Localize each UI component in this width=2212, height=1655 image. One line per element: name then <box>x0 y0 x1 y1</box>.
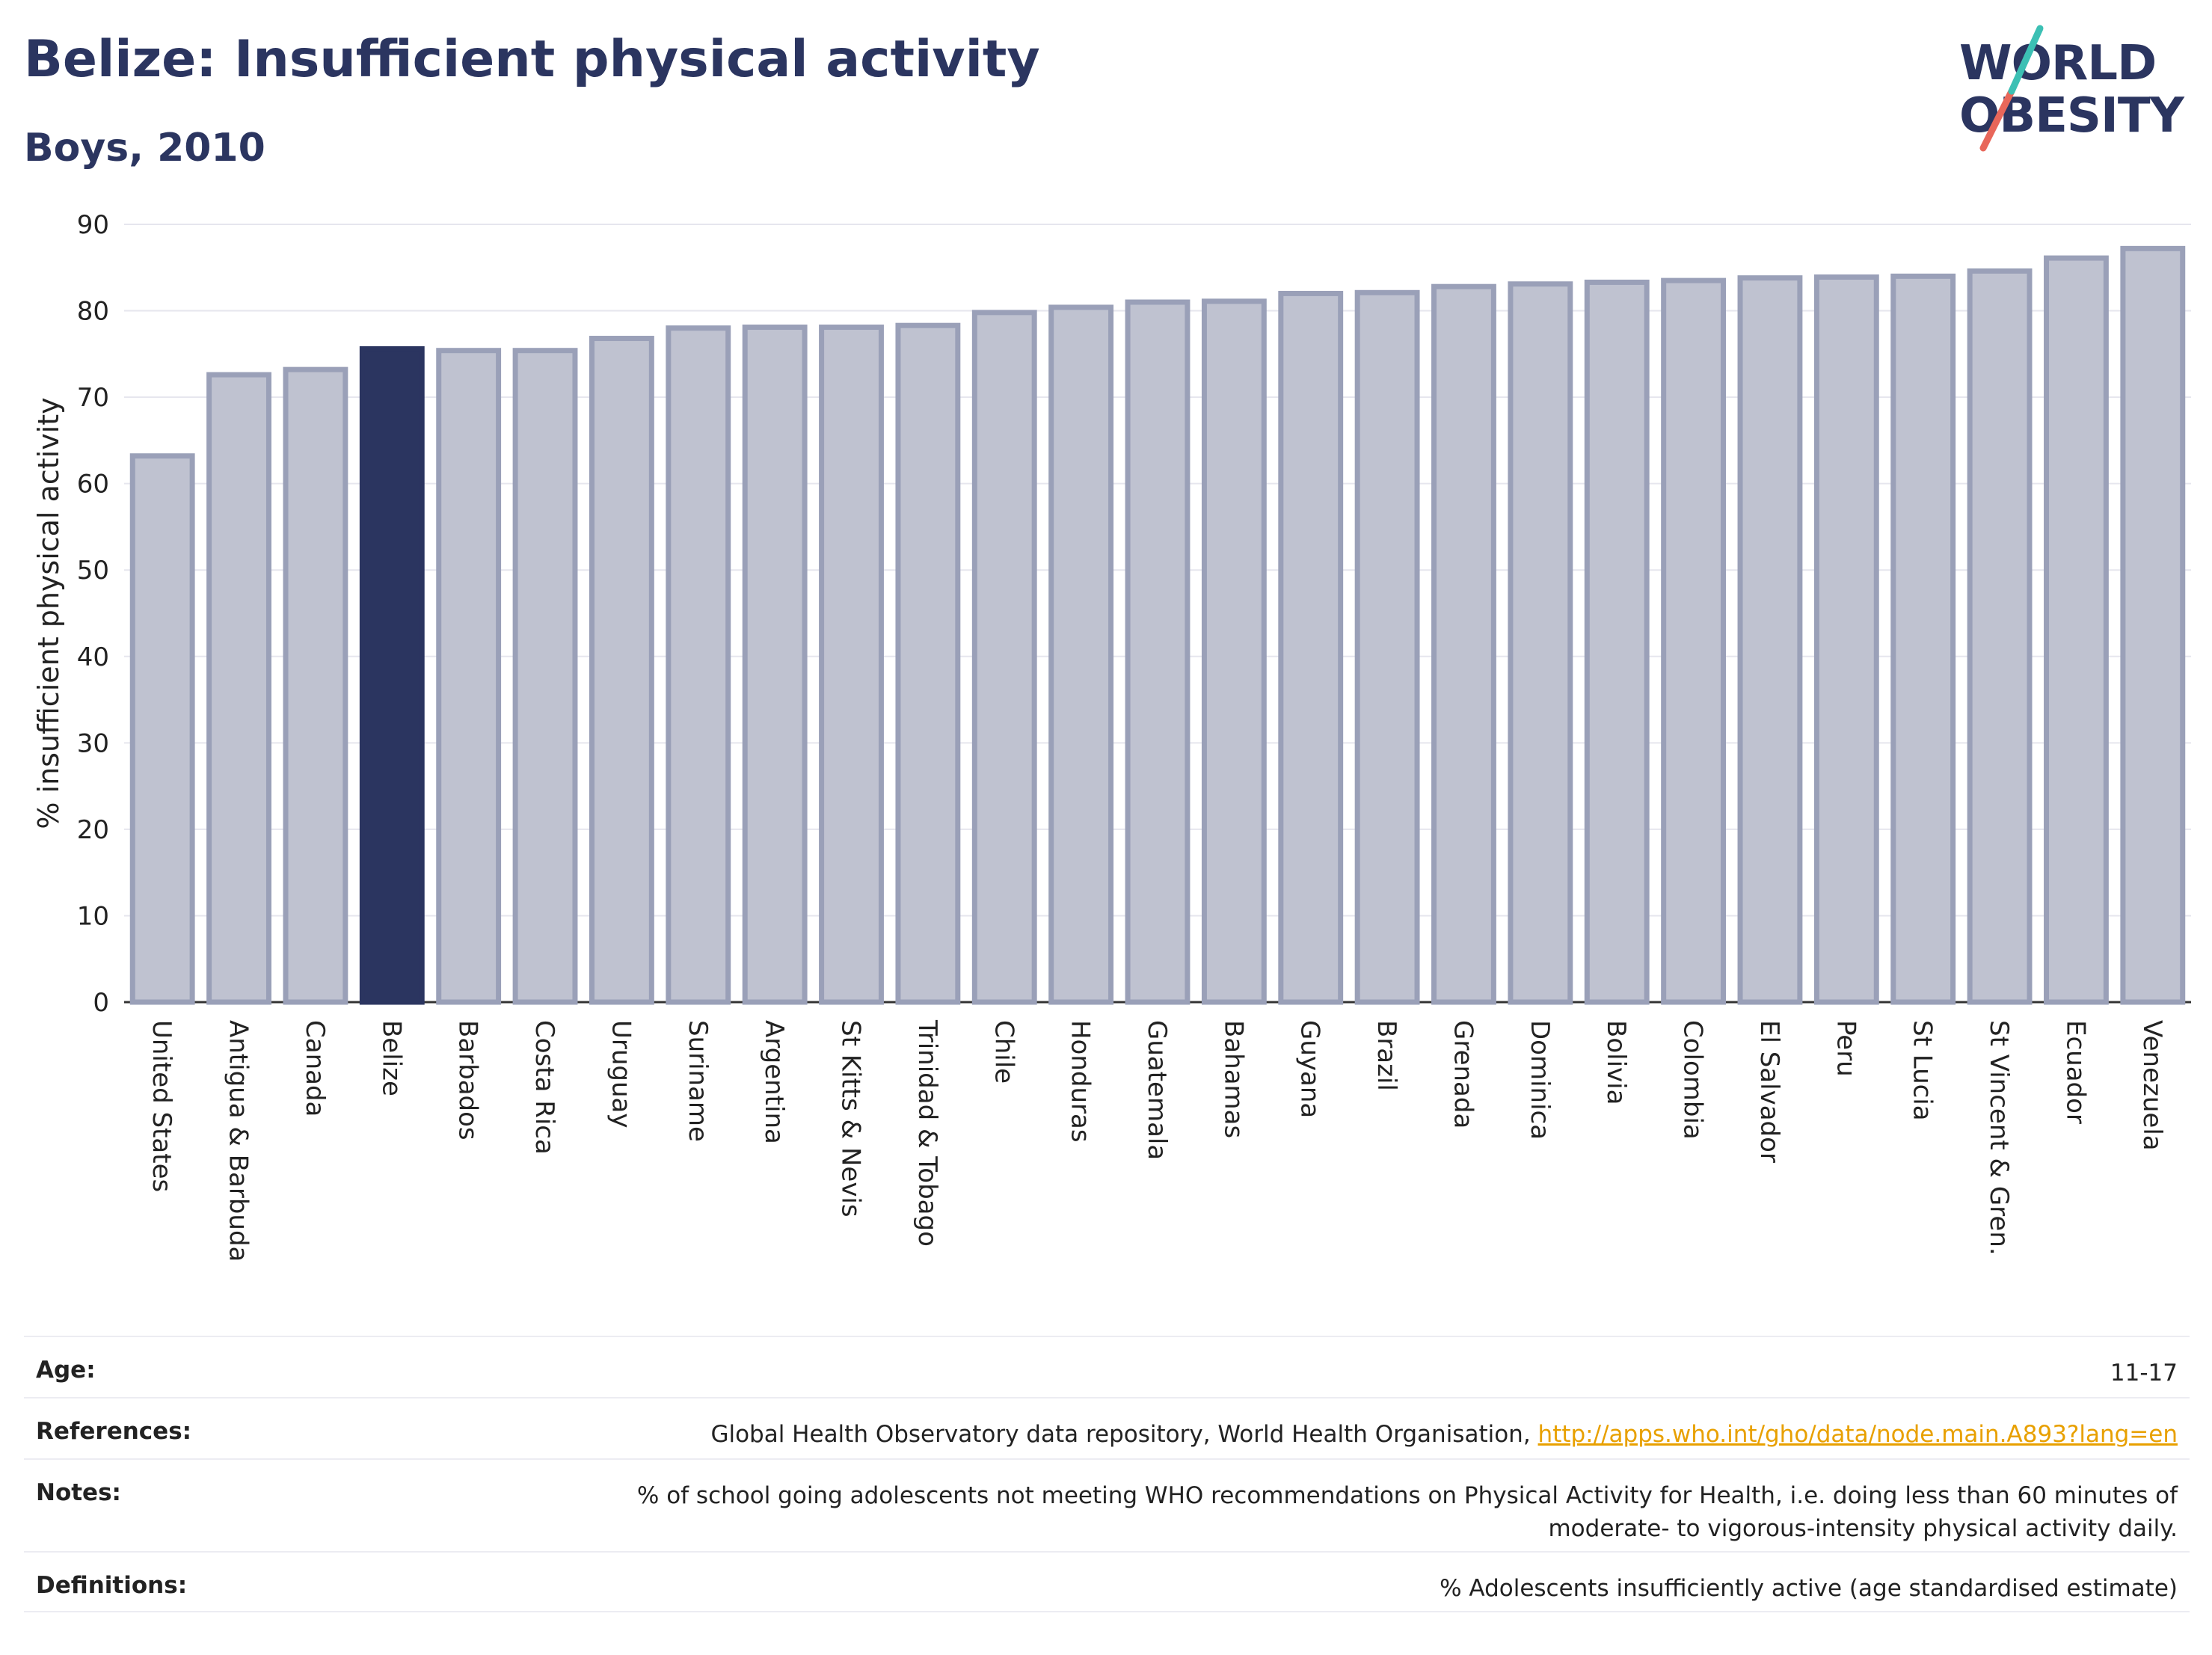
info-row-age: Age: 11-17 <box>24 1336 2190 1397</box>
definitions-label: Definitions: <box>36 1572 188 1599</box>
bar-belize <box>359 346 425 1005</box>
x-tick-label: Bahamas <box>1218 1020 1248 1138</box>
bar-guyana <box>1278 290 1344 1005</box>
age-label: Age: <box>36 1357 96 1384</box>
y-tick-label: 20 <box>77 815 109 845</box>
y-tick-label: 0 <box>93 988 109 1018</box>
definitions-value: % Adolescents insufficiently active (age… <box>1440 1575 2178 1602</box>
x-tick-label: St Vincent & Gren. <box>1984 1020 2014 1256</box>
x-tick-label: Honduras <box>1066 1020 1096 1143</box>
x-tick-label: Guyana <box>1295 1020 1325 1118</box>
y-tick-label: 60 <box>77 470 109 500</box>
x-tick-label: Argentina <box>759 1020 789 1144</box>
y-tick-label: 70 <box>77 383 109 413</box>
y-tick-label: 50 <box>77 556 109 586</box>
logo-word-world: WORLD <box>1959 36 2157 91</box>
x-tick-label: Barbados <box>453 1020 483 1140</box>
x-tick-label: Belize <box>376 1020 406 1096</box>
bar-trinidad-tobago <box>895 322 961 1005</box>
bar-st-lucia <box>1890 273 1956 1005</box>
y-tick-label: 90 <box>77 210 109 240</box>
bar-el-salvador <box>1737 275 1803 1005</box>
bar-brazil <box>1354 289 1420 1005</box>
x-tick-label: United States <box>147 1020 176 1192</box>
bar-bolivia <box>1584 279 1650 1005</box>
bar-st-vincent-gren- <box>1967 268 2033 1005</box>
info-row-notes: Notes: % of school going adolescents not… <box>24 1458 2190 1551</box>
bar-suriname <box>666 325 731 1005</box>
notes-value: % of school going adolescents not meetin… <box>636 1482 2178 1542</box>
x-tick-label: Trinidad & Tobago <box>912 1019 942 1247</box>
bar-barbados <box>436 348 502 1005</box>
bar-uruguay <box>589 336 654 1005</box>
page-title: Belize: Insufficient physical activity <box>24 30 1040 89</box>
bar-chile <box>971 310 1037 1005</box>
x-tick-label: Chile <box>989 1020 1019 1084</box>
references-label: References: <box>36 1418 192 1445</box>
bar-grenada <box>1431 283 1496 1005</box>
x-tick-label: Brazil <box>1371 1020 1401 1091</box>
x-tick-label: Venezuela <box>2137 1020 2167 1151</box>
bar-antigua-barbuda <box>206 372 271 1005</box>
y-tick-label: 40 <box>77 642 109 672</box>
bar-chart: 0 10 20 30 40 50 60 70 80 90 United States Antigua… <box>32 210 2191 1262</box>
bar-canada <box>283 366 348 1005</box>
references-text: Global Health Observatory data repositor… <box>710 1421 1538 1448</box>
notes-label: Notes: <box>36 1479 121 1506</box>
bar-dominica <box>1508 281 1573 1005</box>
chart-bars <box>129 245 2186 1005</box>
bar-costa-rica <box>512 348 578 1005</box>
bar-united-states <box>129 453 195 1005</box>
x-tick-label: Suriname <box>683 1020 713 1142</box>
x-tick-label: Canada <box>300 1020 330 1117</box>
x-axis-ticks: United States Antigua & Barbuda Canada Beli… <box>147 1019 2167 1262</box>
age-value: 11-17 <box>2110 1360 2178 1387</box>
bar-venezuela <box>2120 245 2186 1005</box>
x-tick-label: Peru <box>1831 1020 1861 1077</box>
bar-argentina <box>742 325 808 1005</box>
y-tick-label: 80 <box>77 297 109 327</box>
info-row-definitions: Definitions: % Adolescents insufficientl… <box>24 1551 2190 1612</box>
x-tick-label: St Kitts & Nevis <box>836 1020 866 1218</box>
bar-bahamas <box>1201 298 1267 1005</box>
x-tick-label: Uruguay <box>606 1020 636 1129</box>
bar-st-kitts-nevis <box>819 325 884 1005</box>
bar-guatemala <box>1125 299 1191 1005</box>
logo-slash-icon <box>1979 25 2044 152</box>
x-tick-label: Ecuador <box>2060 1020 2090 1124</box>
x-tick-label: Costa Rica <box>529 1020 559 1155</box>
x-tick-label: Guatemala <box>1142 1020 1172 1160</box>
x-tick-label: Colombia <box>1678 1020 1708 1140</box>
x-tick-label: Antigua & Barbuda <box>224 1020 254 1262</box>
bar-peru <box>1813 274 1879 1005</box>
bar-colombia <box>1661 277 1727 1005</box>
y-tick-label: 10 <box>77 901 109 931</box>
info-table: Age: 11-17 References: Global Health Obs… <box>24 1336 2190 1612</box>
x-tick-label: Dominica <box>1525 1020 1555 1140</box>
references-link[interactable]: http://apps.who.int/gho/data/node.main.A… <box>1537 1421 2178 1448</box>
bar-honduras <box>1048 304 1114 1005</box>
x-tick-label: El Salvador <box>1754 1020 1784 1163</box>
x-tick-label: St Lucia <box>1908 1020 1938 1121</box>
bar-ecuador <box>2044 255 2109 1005</box>
y-tick-label: 30 <box>77 728 109 758</box>
y-axis-label: % insufficient physical activity <box>32 397 65 829</box>
x-tick-label: Bolivia <box>1601 1020 1631 1105</box>
world-obesity-logo: WORLD OBESITY <box>1944 22 2199 157</box>
x-tick-label: Grenada <box>1448 1020 1478 1129</box>
references-value: Global Health Observatory data repositor… <box>710 1418 2178 1451</box>
page-subtitle: Boys, 2010 <box>24 126 265 171</box>
info-row-references: References: Global Health Observatory da… <box>24 1397 2190 1458</box>
y-axis-ticks: 0 10 20 30 40 50 60 70 80 90 <box>77 210 109 1018</box>
